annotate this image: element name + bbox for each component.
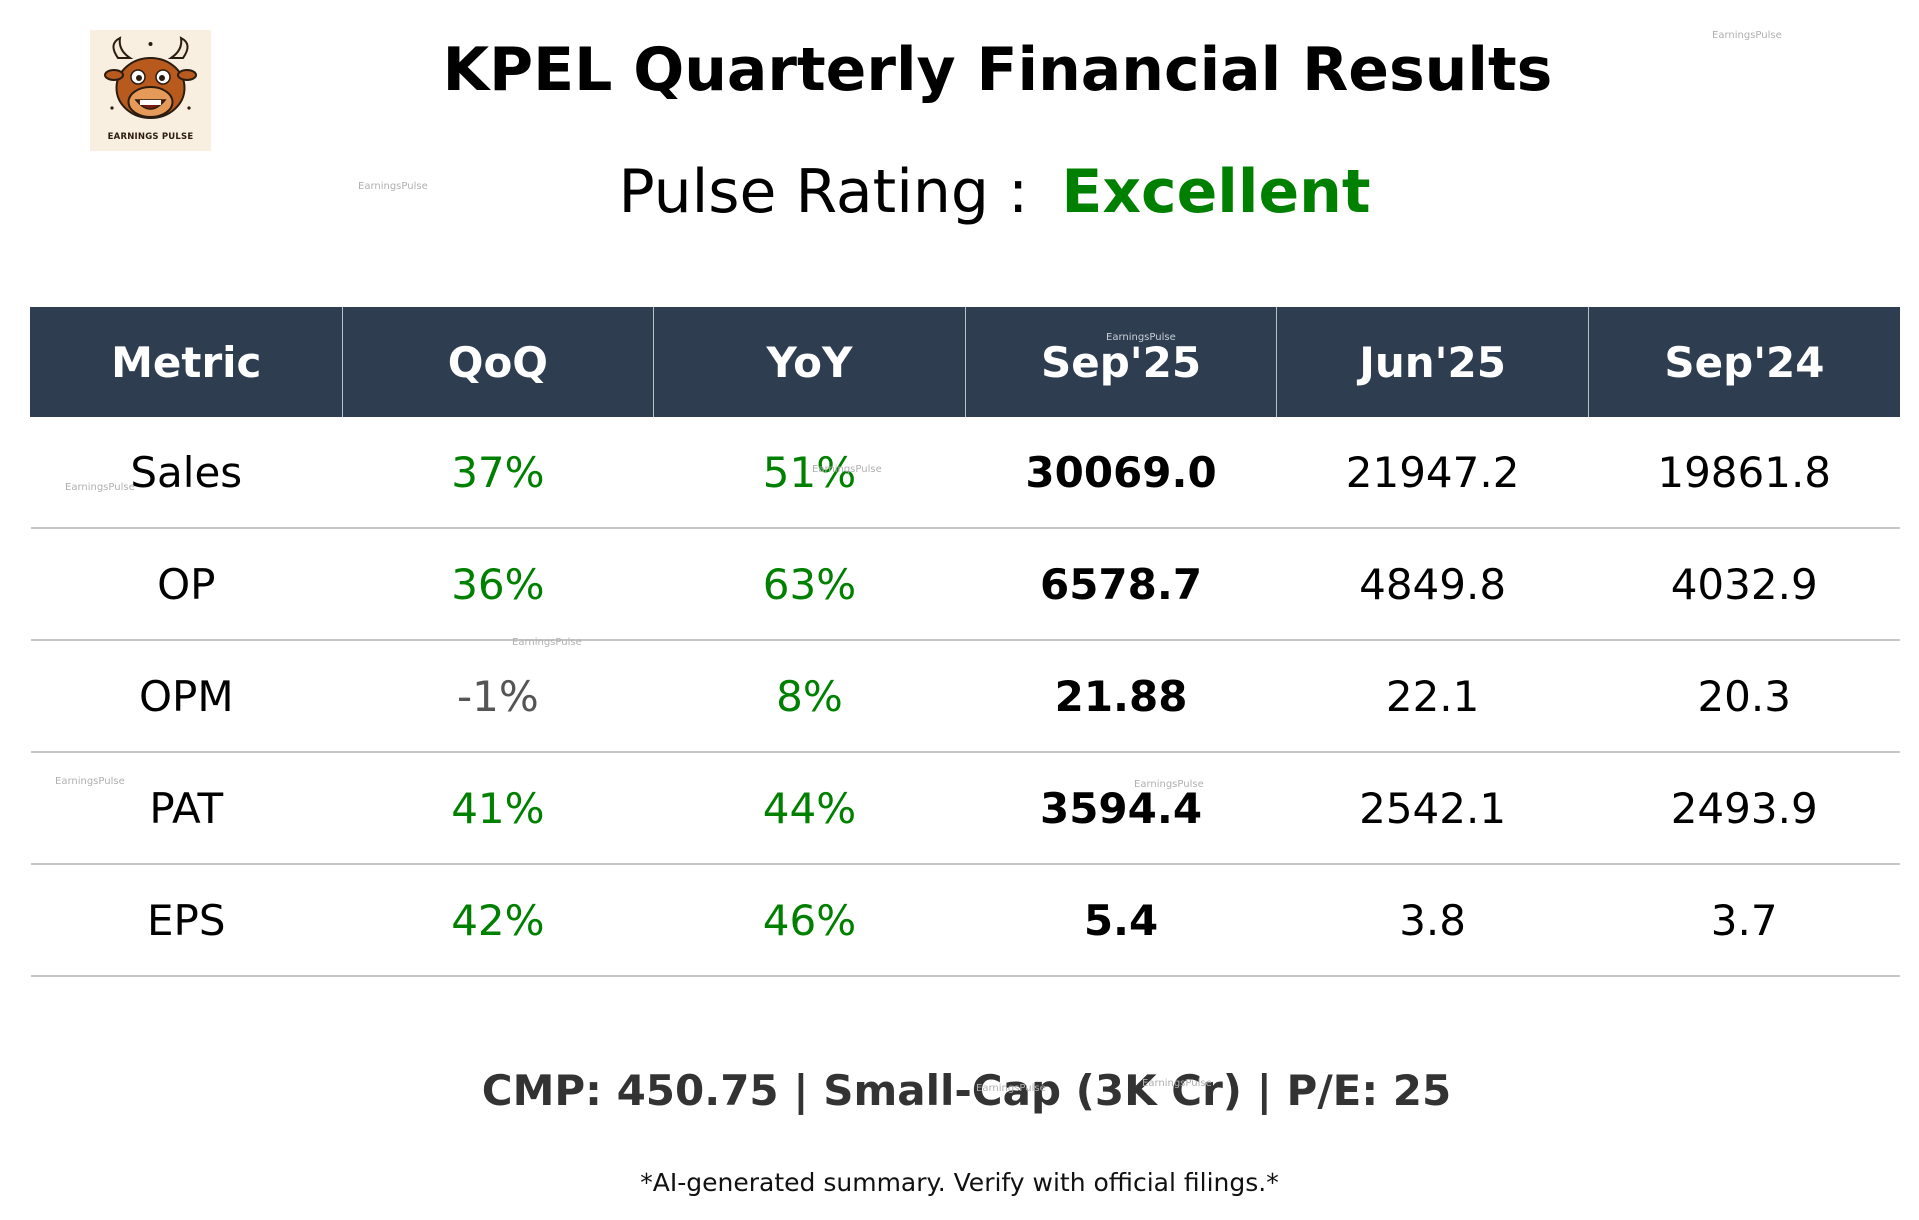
header-yoy: YoY <box>653 307 966 417</box>
sep25-cell: 3594.4 <box>965 752 1277 865</box>
sep25-cell: 30069.0 <box>965 417 1277 529</box>
header-metric: Metric <box>30 307 343 417</box>
watermark: EarningsPulse <box>976 1083 1046 1094</box>
jun25-cell: 3.8 <box>1276 864 1589 977</box>
yoy-cell: 44% <box>653 752 966 865</box>
disclaimer: *AI-generated summary. Verify with offic… <box>640 1168 1279 1197</box>
jun25-cell: 2542.1 <box>1276 752 1589 865</box>
yoy-cell: 51% <box>653 417 966 529</box>
sep24-cell: 4032.9 <box>1588 528 1900 641</box>
jun25-cell: 4849.8 <box>1276 528 1589 641</box>
logo: EARNINGS PULSE <box>90 30 211 151</box>
pulse-rating: Pulse Rating : Excellent <box>0 156 1919 228</box>
qoq-cell: 42% <box>342 864 654 977</box>
qoq-cell: 41% <box>342 752 654 865</box>
sep24-cell: 3.7 <box>1588 864 1900 977</box>
sep24-cell: 2493.9 <box>1588 752 1900 865</box>
bull-mascot-icon <box>104 36 197 119</box>
qoq-cell: 36% <box>342 528 654 641</box>
metric-cell: EPS <box>30 864 343 977</box>
metric-cell: OPM <box>30 640 343 753</box>
sep25-cell: 6578.7 <box>965 528 1277 641</box>
table-row: EPS 42% 46% 5.4 3.8 3.7 <box>30 864 1900 977</box>
header-sep25: Sep'25 <box>964 307 1277 417</box>
header-qoq: QoQ <box>341 307 654 417</box>
metric-cell: OP <box>30 528 343 641</box>
table-row: PAT 41% 44% 3594.4 2542.1 2493.9 <box>30 752 1900 865</box>
watermark: EarningsPulse <box>812 464 882 475</box>
table-row: OP 36% 63% 6578.7 4849.8 4032.9 <box>30 528 1900 641</box>
table-row: OPM -1% 8% 21.88 22.1 20.3 <box>30 640 1900 753</box>
watermark: EarningsPulse <box>1142 1078 1212 1089</box>
metric-cell: PAT <box>30 752 343 865</box>
header-sep24: Sep'24 <box>1587 307 1900 417</box>
logo-text: EARNINGS PULSE <box>107 132 194 142</box>
watermark: EarningsPulse <box>65 482 135 493</box>
header-jun25: Jun'25 <box>1276 307 1589 417</box>
table-header-row: Metric QoQ YoY Sep'25 Jun'25 Sep'24 <box>30 307 1900 417</box>
pulse-rating-value: Excellent <box>1061 157 1371 227</box>
watermark: EarningsPulse <box>55 776 125 787</box>
qoq-cell: 37% <box>342 417 654 529</box>
sep25-cell: 5.4 <box>965 864 1277 977</box>
watermark: EarningsPulse <box>358 181 428 192</box>
sep24-cell: 19861.8 <box>1588 417 1900 529</box>
results-table: Metric QoQ YoY Sep'25 Jun'25 Sep'24 Sale… <box>30 307 1900 977</box>
watermark: EarningsPulse <box>1712 30 1782 41</box>
watermark: EarningsPulse <box>1106 332 1176 343</box>
qoq-cell: -1% <box>342 640 654 753</box>
yoy-cell: 46% <box>653 864 966 977</box>
table-row: Sales 37% 51% 30069.0 21947.2 19861.8 <box>30 417 1900 529</box>
page-title: KPEL Quarterly Financial Results <box>442 35 1553 105</box>
pulse-rating-label: Pulse Rating : <box>618 157 1029 227</box>
sep24-cell: 20.3 <box>1588 640 1900 753</box>
watermark: EarningsPulse <box>512 637 582 648</box>
sep25-cell: 21.88 <box>965 640 1277 753</box>
yoy-cell: 63% <box>653 528 966 641</box>
watermark: EarningsPulse <box>1134 779 1204 790</box>
cmp-summary: CMP: 450.75 | Small-Cap (3K Cr) | P/E: 2… <box>481 1066 1452 1115</box>
jun25-cell: 21947.2 <box>1276 417 1589 529</box>
jun25-cell: 22.1 <box>1276 640 1589 753</box>
metric-cell: Sales <box>30 417 343 529</box>
yoy-cell: 8% <box>653 640 966 753</box>
